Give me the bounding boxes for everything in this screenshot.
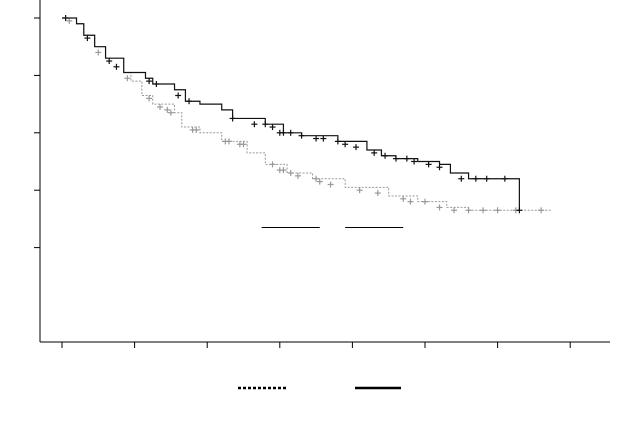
series-0-censor-5 [164,106,171,113]
series-0-censor-12 [240,141,247,148]
series-0-censor-6 [167,109,174,116]
series-0-censor-22 [374,190,381,197]
series-0 [62,17,553,214]
series-1-censor-1 [84,35,91,42]
series-0-censor-0 [66,17,73,24]
series-1-censor-3 [113,63,120,70]
series-1-censor-22 [382,152,389,159]
series-0-censor-30 [494,207,501,214]
series-1-censor-32 [516,207,523,214]
series-1-censor-29 [472,175,479,182]
series-1-censor-23 [392,155,399,162]
series-0-line [62,17,553,211]
series-1-censor-24 [403,155,410,162]
series-1-censor-15 [298,132,305,139]
series-1-censor-21 [371,149,378,156]
series-0-censor-17 [294,172,301,179]
series-0-censor-8 [193,126,200,133]
series-1-censor-2 [106,58,113,65]
series-1-censor-14 [287,129,294,136]
series-1-censor-10 [262,121,269,128]
series-1-line [62,17,520,211]
series-0-censor-3 [146,95,153,102]
series-1-censor-20 [353,144,360,151]
series-0-censor-29 [480,207,487,214]
series-1-censor-18 [334,138,341,145]
series-0-censor-24 [407,198,414,205]
series-1 [62,15,523,214]
series-1-censor-16 [313,135,320,142]
series-1-censor-27 [436,164,443,171]
chart-axes [34,0,610,348]
series-0-censor-1 [95,49,102,56]
series-0-censor-32 [538,207,545,214]
series-1-censor-5 [153,81,160,88]
series-1-censor-26 [425,161,432,168]
series-0-censor-21 [356,187,363,194]
series-layer [62,15,553,214]
series-1-censor-28 [458,175,465,182]
series-0-censor-16 [287,169,294,176]
series-0-censor-13 [269,161,276,168]
series-1-censor-17 [320,135,327,142]
series-0-censor-28 [465,207,472,214]
series-0-censor-10 [225,138,232,145]
series-0-censor-25 [422,198,428,205]
series-1-censor-30 [483,175,490,182]
series-0-censor-2 [124,75,131,82]
series-0-censor-4 [157,103,164,110]
series-1-censor-11 [269,124,276,131]
series-0-censor-26 [436,204,443,211]
series-0-censor-27 [451,207,458,214]
series-0-censor-15 [280,167,287,174]
series-0-censor-19 [316,178,323,185]
series-0-censor-18 [313,175,320,182]
series-1-censor-25 [411,158,418,165]
series-1-censor-13 [280,129,287,136]
series-1-censor-0 [62,15,69,21]
series-1-censor-19 [342,141,349,148]
series-1-censor-8 [229,115,236,122]
series-1-censor-31 [501,175,508,182]
series-1-censor-4 [146,78,153,85]
series-1-censor-7 [186,98,193,105]
series-1-censor-6 [175,92,182,99]
series-0-censor-23 [400,195,407,202]
series-0-censor-20 [327,181,334,188]
series-1-censor-9 [251,121,258,128]
